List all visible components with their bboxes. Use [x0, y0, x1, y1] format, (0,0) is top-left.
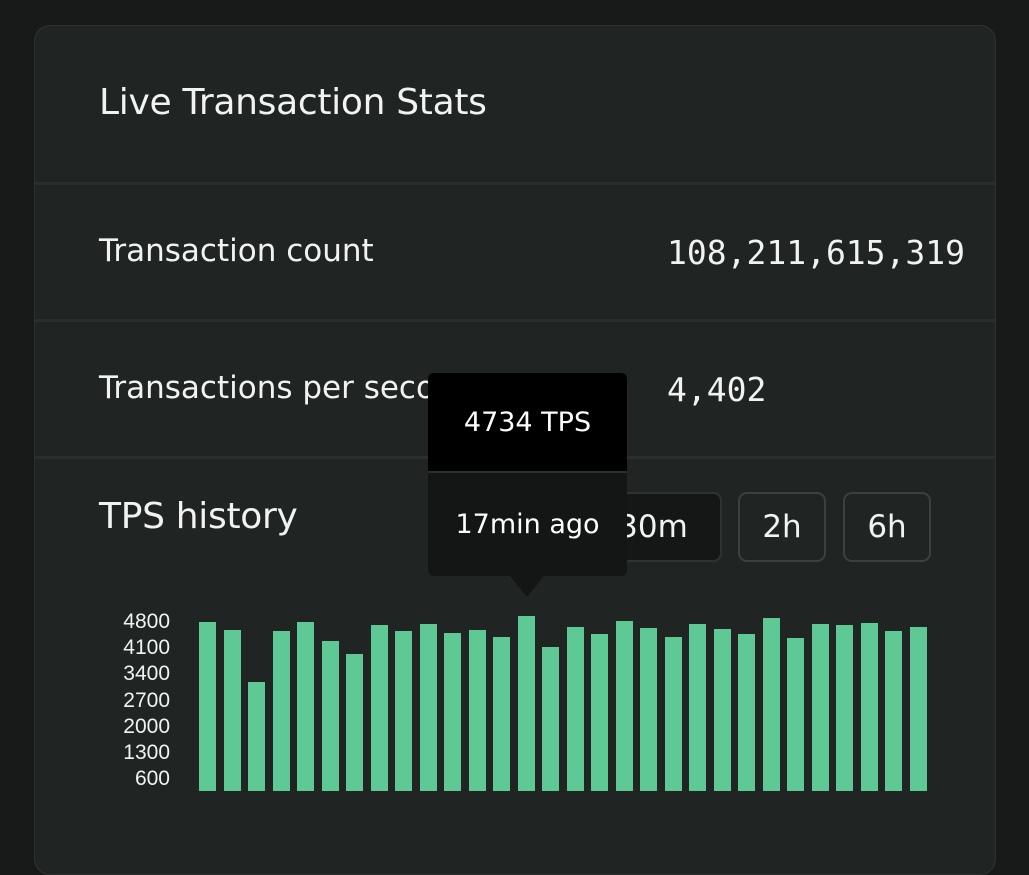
tooltip-arrow	[510, 576, 544, 597]
y-tick-label: 2700	[123, 688, 170, 712]
tps-bar[interactable]	[272, 630, 290, 791]
tps-bar[interactable]	[370, 625, 388, 791]
tps-bar[interactable]	[223, 630, 241, 791]
transaction-count-value: 108,211,615,319	[667, 233, 966, 272]
y-tick-label: 3400	[123, 662, 170, 686]
bars	[35, 26, 997, 791]
tooltip-divider	[428, 471, 627, 473]
tps-bar[interactable]	[493, 636, 510, 791]
tps-bar[interactable]	[542, 647, 559, 791]
range-button-label: 30m	[618, 509, 688, 545]
range-button-6h[interactable]: 6h	[843, 492, 931, 562]
tps-bar[interactable]	[909, 626, 927, 791]
tps-bar[interactable]	[713, 628, 731, 791]
tps-history-title: TPS history	[99, 496, 298, 537]
y-tick-label: 1300	[123, 741, 170, 764]
tps-bar[interactable]	[885, 631, 902, 791]
tps-bar[interactable]	[468, 630, 486, 791]
y-tick-label: 4800	[123, 610, 170, 633]
y-tick-label: 2000	[123, 714, 170, 738]
card-title: Live Transaction Stats	[99, 82, 487, 123]
divider	[35, 182, 995, 185]
range-button-label: 2h	[762, 509, 802, 545]
tps-value: 4,402	[667, 370, 767, 409]
live-transaction-stats-card: Live Transaction Stats Transaction count…	[34, 25, 996, 875]
y-tick-label: 4100	[123, 636, 170, 660]
y-tick-label: 600	[134, 767, 170, 791]
tooltip-value: 4734 TPS	[428, 373, 627, 471]
y-axis: 4800 4100 3400 2700 2000 1300 600	[35, 26, 170, 806]
range-button-2h[interactable]: 2h	[738, 492, 826, 562]
tps-bar[interactable]	[811, 623, 829, 791]
tps-bar[interactable]	[248, 682, 265, 791]
tps-bar[interactable]	[836, 625, 853, 791]
tps-bar[interactable]	[787, 638, 804, 791]
tps-bar[interactable]	[860, 623, 878, 791]
tps-bar[interactable]	[566, 626, 584, 791]
tps-bar[interactable]	[615, 621, 633, 791]
tps-bar[interactable]	[517, 616, 535, 791]
tps-tooltip: 4734 TPS 17min ago	[428, 373, 627, 597]
range-button-label: 6h	[867, 509, 907, 545]
tooltip-time: 17min ago	[455, 509, 600, 540]
tps-bar[interactable]	[664, 636, 682, 791]
tps-bar[interactable]	[762, 618, 780, 791]
divider	[35, 319, 995, 322]
tps-bar[interactable]	[738, 633, 755, 791]
tps-bar[interactable]	[689, 624, 706, 791]
tps-bar[interactable]	[346, 653, 363, 791]
transaction-count-label: Transaction count	[99, 233, 374, 269]
tps-bar[interactable]	[395, 630, 412, 791]
tps-bar[interactable]	[640, 628, 657, 791]
tps-bar[interactable]	[591, 633, 608, 791]
tps-bar[interactable]	[297, 621, 314, 791]
tps-bar[interactable]	[444, 632, 461, 791]
tps-bar[interactable]	[199, 622, 216, 791]
tps-bar[interactable]	[419, 624, 437, 791]
tps-label: Transactions per second	[99, 370, 475, 406]
tps-bar[interactable]	[321, 640, 339, 791]
